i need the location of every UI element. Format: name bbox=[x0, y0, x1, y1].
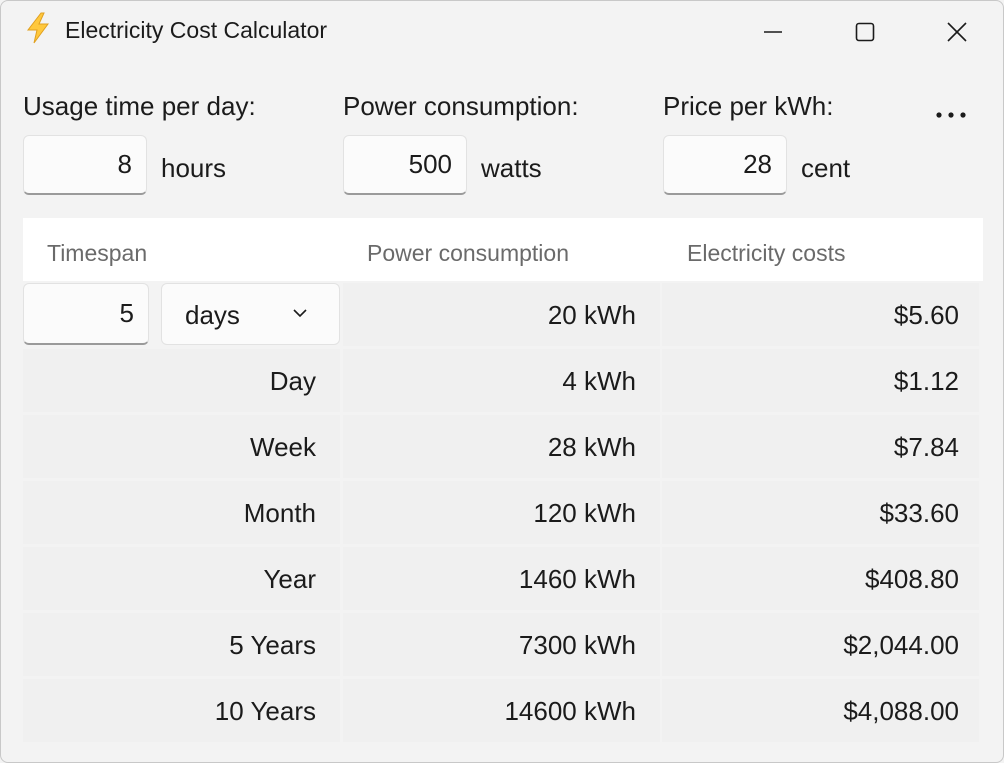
consumption-value: 4 kWh bbox=[562, 366, 636, 396]
table-row: Day bbox=[23, 349, 340, 412]
timespan-unit-dropdown[interactable]: days bbox=[161, 283, 340, 345]
consumption-value: 1460 kWh bbox=[518, 564, 636, 594]
consumption-cell: 28 kWh bbox=[343, 415, 660, 478]
price-per-kwh-input[interactable] bbox=[663, 135, 787, 195]
close-icon bbox=[947, 22, 967, 42]
table-row: Week bbox=[23, 415, 340, 478]
cost-value: $408.80 bbox=[865, 564, 959, 594]
table-row: 10 Years bbox=[23, 679, 340, 742]
header-timespan: Timespan bbox=[47, 240, 148, 266]
close-button[interactable] bbox=[911, 1, 1003, 63]
timespan-label: Month bbox=[243, 498, 316, 528]
header-power-consumption: Power consumption bbox=[367, 240, 569, 266]
header-electricity-costs: Electricity costs bbox=[687, 240, 846, 266]
consumption-cell: 14600 kWh bbox=[343, 679, 660, 742]
lightning-icon bbox=[26, 12, 49, 44]
chevron-down-icon bbox=[293, 309, 307, 318]
consumption-value: 120 kWh bbox=[533, 498, 636, 528]
timespan-label: 10 Years bbox=[214, 696, 316, 726]
cost-cell: $408.80 bbox=[662, 547, 979, 610]
power-consumption-input[interactable] bbox=[343, 135, 467, 195]
price-per-kwh-label: Price per kWh: bbox=[663, 91, 834, 121]
consumption-cell: 1460 kWh bbox=[343, 547, 660, 610]
consumption-cell: 4 kWh bbox=[343, 349, 660, 412]
price-per-kwh-unit: cent bbox=[801, 153, 851, 183]
more-icon bbox=[936, 112, 966, 118]
custom-consumption-value: 20 kWh bbox=[547, 300, 636, 330]
table-header: Timespan Power consumption Electricity c… bbox=[23, 218, 983, 281]
usage-time-input[interactable] bbox=[23, 135, 147, 195]
cost-value: $1.12 bbox=[893, 366, 959, 396]
title-bar[interactable]: Electricity Cost Calculator bbox=[1, 1, 1003, 63]
minimize-icon bbox=[764, 31, 782, 33]
timespan-unit-value: days bbox=[185, 300, 240, 330]
usage-time-unit: hours bbox=[161, 153, 227, 183]
cost-cell: $4,088.00 bbox=[662, 679, 979, 742]
custom-cost-cell: $5.60 bbox=[662, 283, 979, 346]
custom-cost-value: $5.60 bbox=[893, 300, 959, 330]
cost-cell: $33.60 bbox=[662, 481, 979, 544]
cost-value: $7.84 bbox=[893, 432, 959, 462]
cost-cell: $2,044.00 bbox=[662, 613, 979, 676]
maximize-button[interactable] bbox=[819, 1, 911, 63]
timespan-label: Day bbox=[269, 366, 316, 396]
consumption-value: 7300 kWh bbox=[518, 630, 636, 660]
custom-timespan-input[interactable] bbox=[23, 283, 149, 345]
consumption-value: 28 kWh bbox=[547, 432, 636, 462]
window-title: Electricity Cost Calculator bbox=[65, 17, 328, 43]
cost-cell: $1.12 bbox=[662, 349, 979, 412]
custom-consumption-cell: 20 kWh bbox=[343, 283, 660, 346]
table-row: 5 Years bbox=[23, 613, 340, 676]
consumption-cell: 120 kWh bbox=[343, 481, 660, 544]
cost-value: $33.60 bbox=[879, 498, 959, 528]
timespan-label: Year bbox=[263, 564, 316, 594]
power-consumption-label: Power consumption: bbox=[343, 91, 579, 121]
usage-time-label: Usage time per day: bbox=[23, 91, 256, 121]
consumption-value: 14600 kWh bbox=[504, 696, 636, 726]
cost-value: $4,088.00 bbox=[843, 696, 959, 726]
table-row: Month bbox=[23, 481, 340, 544]
consumption-cell: 7300 kWh bbox=[343, 613, 660, 676]
power-consumption-unit: watts bbox=[481, 153, 542, 183]
more-options-button[interactable] bbox=[927, 97, 975, 133]
timespan-label: 5 Years bbox=[229, 630, 316, 660]
cost-value: $2,044.00 bbox=[843, 630, 959, 660]
cost-cell: $7.84 bbox=[662, 415, 979, 478]
timespan-label: Week bbox=[250, 432, 316, 462]
minimize-button[interactable] bbox=[727, 1, 819, 63]
table-row: Year bbox=[23, 547, 340, 610]
maximize-icon bbox=[855, 22, 875, 42]
